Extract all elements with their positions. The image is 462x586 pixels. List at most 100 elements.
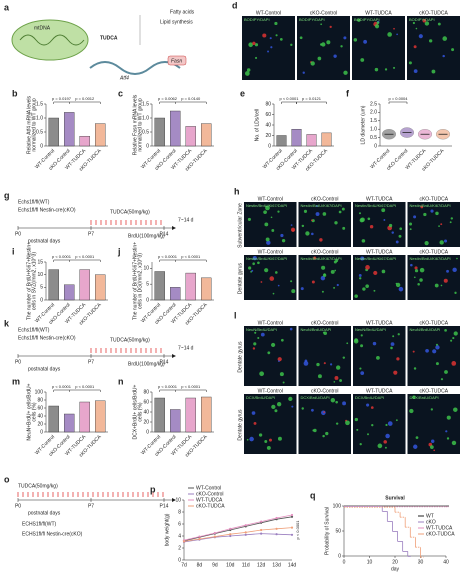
bar	[185, 126, 196, 147]
y-tick-label: 0.5	[142, 129, 149, 135]
mitochondrion	[11, 19, 89, 61]
cell	[303, 209, 308, 213]
cell	[341, 207, 345, 211]
cell	[413, 367, 417, 370]
cell	[432, 349, 437, 354]
cell	[336, 283, 339, 287]
column-label: WT-Control	[258, 388, 283, 394]
column-label: WT-Control	[258, 320, 283, 326]
y-tick-label: 40	[143, 409, 149, 415]
point	[290, 513, 294, 517]
cell	[301, 407, 304, 410]
cell	[440, 378, 444, 381]
cell	[367, 433, 369, 436]
cell	[431, 439, 435, 443]
cell	[444, 328, 447, 332]
cell	[440, 284, 443, 287]
cell	[343, 36, 347, 40]
duration: 7~14 d	[178, 345, 194, 351]
bar	[185, 397, 196, 433]
legend-label: WT	[426, 513, 434, 519]
cell	[275, 34, 278, 37]
cell	[385, 433, 390, 439]
cell	[390, 342, 395, 346]
cell	[376, 21, 380, 25]
annotation: p < 0.0001	[295, 520, 300, 540]
y-tick-label: 0.5	[370, 135, 377, 141]
cell	[288, 396, 293, 401]
point	[260, 520, 263, 523]
bracket	[69, 259, 101, 262]
panel-letter: c	[118, 88, 123, 98]
column-label: WT-Control	[256, 10, 281, 16]
y-tick-label: 0	[268, 143, 271, 149]
line	[183, 514, 293, 541]
annotation: p = 0.0140	[181, 96, 201, 101]
stain-label: BODIPY/DAPI	[354, 17, 380, 22]
cell	[413, 215, 417, 219]
cell	[430, 445, 434, 449]
panel-letter: p	[150, 484, 156, 494]
y-axis-label: cells (%)	[137, 402, 143, 422]
column-label: cKO-TUDCA	[419, 388, 448, 394]
bar	[154, 117, 165, 147]
cell	[342, 401, 347, 406]
y-tick-label: 1.5	[36, 101, 43, 107]
cell	[435, 211, 439, 216]
point	[182, 540, 186, 543]
cell	[321, 290, 324, 293]
cell	[408, 222, 413, 226]
cell	[301, 224, 305, 228]
cell	[423, 212, 427, 217]
cell	[450, 217, 454, 220]
line	[183, 533, 293, 543]
cell	[408, 61, 412, 65]
day-label: P7	[88, 503, 94, 509]
bar	[79, 135, 90, 147]
cell	[367, 217, 371, 221]
y-axis-label: NeuN+BrdU+ cells/BrdU+	[26, 383, 32, 440]
bar	[201, 123, 212, 147]
stain-label: Nestin/BrdU/Ki67/DAPI	[246, 203, 287, 208]
column-label: cKO-TUDCA	[419, 10, 448, 16]
micrograph	[298, 326, 351, 386]
cell	[393, 27, 395, 30]
cell	[271, 229, 275, 232]
point	[244, 531, 247, 534]
y-tick-label: 0	[146, 143, 149, 149]
row-label: Dentate gyrus	[237, 409, 243, 441]
cell	[266, 240, 271, 245]
cell	[271, 342, 276, 348]
cell	[333, 54, 337, 58]
point	[275, 516, 278, 520]
y-tick-label: 100	[35, 389, 44, 395]
cell	[290, 43, 293, 47]
stain-label: BODIPY/DAPI	[244, 17, 270, 22]
cell	[345, 420, 350, 426]
y-tick-label: 1.5	[142, 101, 149, 107]
y-tick-label: 0	[374, 143, 377, 149]
cell	[412, 395, 416, 399]
point	[229, 527, 232, 530]
label: TUDCA	[100, 35, 118, 41]
day-label: P0	[15, 359, 21, 365]
cell	[277, 436, 282, 441]
cell	[412, 350, 415, 353]
x-tick-label: 9d	[212, 562, 218, 568]
cell	[453, 331, 458, 336]
cell	[437, 22, 441, 26]
bar	[321, 132, 332, 147]
cell	[442, 54, 445, 58]
column-label: cKO-Control	[310, 10, 338, 16]
day-label: P0	[15, 231, 21, 237]
day-label: P14	[160, 231, 169, 237]
cell	[300, 287, 304, 291]
cell	[387, 421, 393, 426]
cell	[415, 436, 419, 439]
bar	[48, 405, 59, 433]
x-tick-label: 8d	[197, 562, 203, 568]
y-tick-label: 60	[37, 405, 43, 411]
cell	[246, 438, 249, 441]
cell	[290, 280, 293, 283]
cell	[376, 356, 380, 360]
